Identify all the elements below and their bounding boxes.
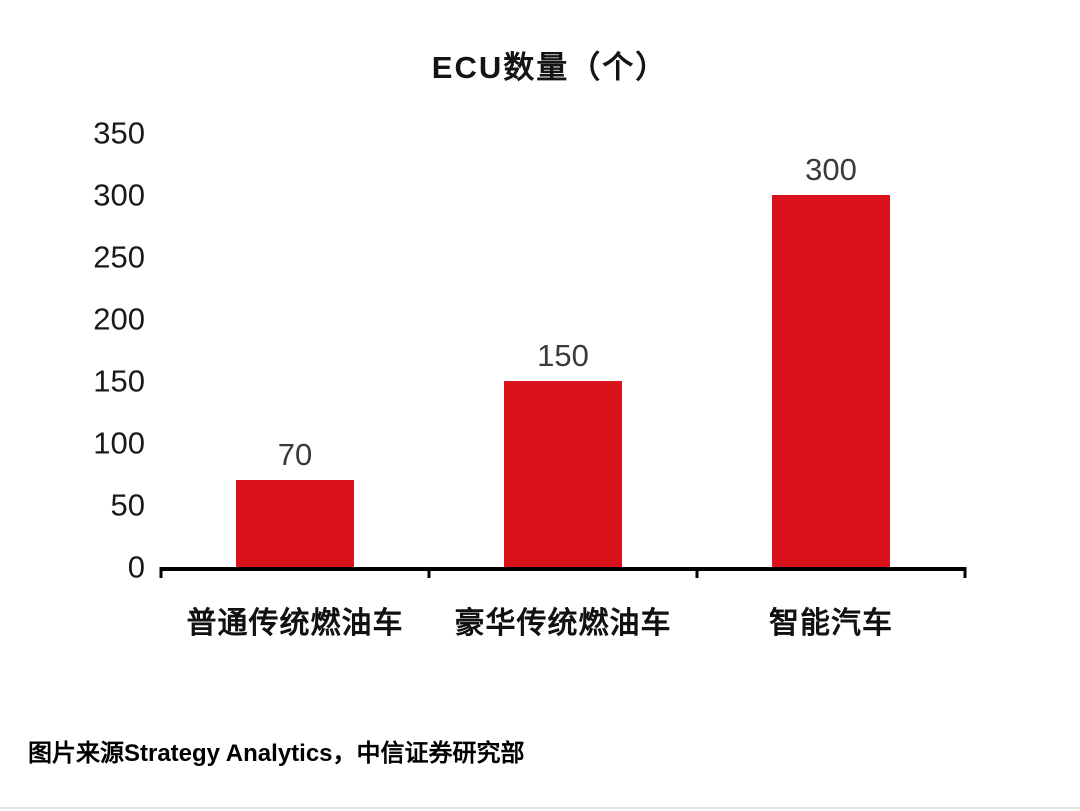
bar-column: 300 xyxy=(697,133,965,567)
source-caption: 图片来源Strategy Analytics，中信证券研究部 xyxy=(28,740,525,767)
x-category-label: 豪华传统燃油车 xyxy=(454,607,672,640)
bar-chart: 0 50 100 150 200 250 300 350 70 150 300 xyxy=(75,118,967,583)
y-axis: 0 50 100 150 200 250 300 350 xyxy=(75,118,145,583)
bar-value-label: 150 xyxy=(537,338,589,373)
footer-divider xyxy=(0,807,1080,809)
y-tick-label: 150 xyxy=(93,363,145,399)
x-axis-tick xyxy=(427,567,431,578)
y-tick-label: 250 xyxy=(93,239,145,275)
plot-area: 70 150 300 xyxy=(159,133,967,578)
x-axis-tick xyxy=(159,567,163,578)
x-axis-line xyxy=(161,567,965,571)
y-tick-label: 200 xyxy=(93,301,145,337)
bar-column: 70 xyxy=(161,133,429,567)
y-tick-label: 300 xyxy=(93,177,145,213)
x-axis-category-labels: 普通传统燃油车 豪华传统燃油车 智能汽车 xyxy=(161,598,965,642)
x-category-label: 普通传统燃油车 xyxy=(186,607,404,640)
chart-title: ECU数量（个） xyxy=(431,50,669,85)
x-axis-tick xyxy=(695,567,699,578)
y-tick-label: 100 xyxy=(93,425,145,461)
bar-0: 70 xyxy=(236,439,354,567)
y-tick-label: 50 xyxy=(110,487,145,523)
y-tick-label: 350 xyxy=(93,115,145,151)
x-axis-tick xyxy=(963,567,967,578)
y-tick-label: 0 xyxy=(127,549,145,585)
bar-value-label: 70 xyxy=(277,437,313,473)
bar-1: 150 xyxy=(504,340,622,567)
bar-2: 300 xyxy=(772,154,890,567)
bar-value-label: 300 xyxy=(805,152,857,187)
x-category-label: 智能汽车 xyxy=(769,607,893,640)
bar-column: 150 xyxy=(429,133,697,567)
